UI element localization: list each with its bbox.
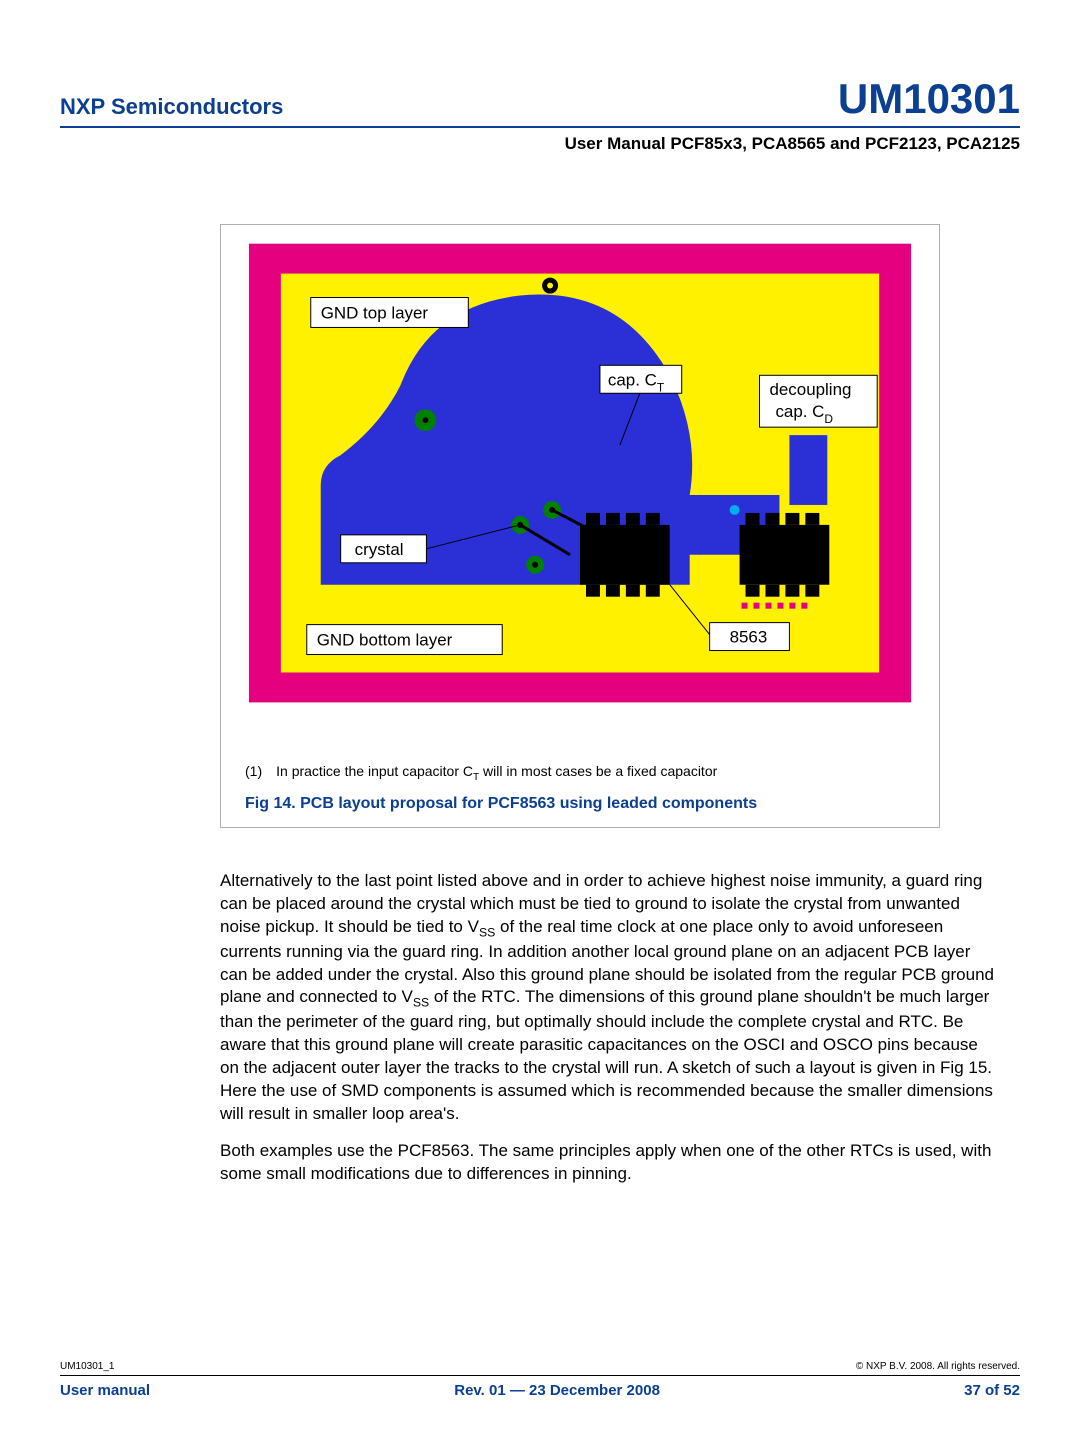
footer-page-number: 37 of 52 — [964, 1382, 1020, 1399]
page-header: NXP Semiconductors UM10301 — [60, 78, 1020, 122]
body-text: Alternatively to the last point listed a… — [220, 870, 1000, 1186]
document-number: UM10301 — [838, 78, 1020, 120]
paragraph-2: Both examples use the PCF8563. The same … — [220, 1140, 1000, 1186]
document-subtitle: User Manual PCF85x3, PCA8565 and PCF2123… — [60, 134, 1020, 154]
footer-doc-id: UM10301_1 — [60, 1361, 114, 1372]
paragraph-1: Alternatively to the last point listed a… — [220, 870, 1000, 1126]
header-rule — [60, 126, 1020, 128]
footer-revision: Rev. 01 — 23 December 2008 — [454, 1382, 660, 1399]
footnote-text: In practice the input capacitor CT will … — [276, 763, 717, 783]
footer-doc-type: User manual — [60, 1382, 150, 1399]
pcb-layout-diagram: GND top layer cap. CT decoupling cap. CD… — [221, 225, 939, 745]
svg-text:decoupling: decoupling — [769, 380, 851, 399]
footer-copyright: © NXP B.V. 2008. All rights reserved. — [856, 1361, 1020, 1372]
svg-text:crystal: crystal — [355, 540, 404, 559]
company-name: NXP Semiconductors — [60, 94, 283, 120]
footnote-number: (1) — [245, 763, 262, 779]
label-gnd-top: GND top layer — [321, 303, 429, 322]
svg-text:GND bottom layer: GND bottom layer — [317, 631, 453, 650]
figure-caption: (1) In practice the input capacitor CT w… — [221, 745, 939, 827]
figure-14: GND top layer cap. CT decoupling cap. CD… — [220, 224, 940, 828]
figure-title: Fig 14. PCB layout proposal for PCF8563 … — [245, 795, 915, 813]
page-footer: UM10301_1 © NXP B.V. 2008. All rights re… — [60, 1361, 1020, 1399]
svg-text:8563: 8563 — [730, 628, 768, 647]
